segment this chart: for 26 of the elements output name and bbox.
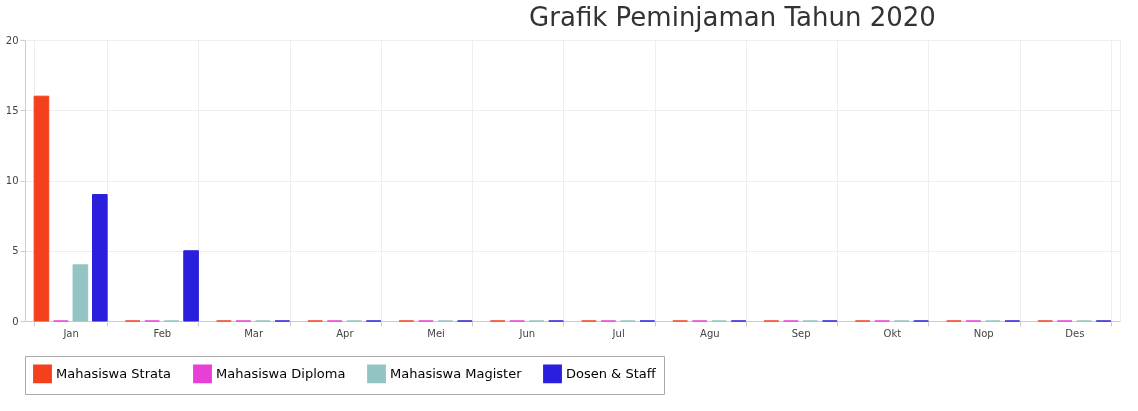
legend-label: Mahasiswa Diploma xyxy=(216,365,346,381)
x-tick-label: Sep xyxy=(791,327,811,339)
bar xyxy=(33,95,50,322)
x-tick-label: Des xyxy=(1065,327,1085,339)
chart-title: Grafik Peminjaman Tahun 2020 xyxy=(529,2,936,32)
y-tick-label: 5 xyxy=(12,245,19,257)
x-tick-label: Jul xyxy=(611,327,625,339)
x-tick-label: Mar xyxy=(244,327,264,339)
x-tick-label: Feb xyxy=(153,327,172,339)
y-tick-label: 15 xyxy=(5,104,19,116)
x-tick-label: Okt xyxy=(883,327,902,339)
legend-label: Mahasiswa Strata xyxy=(56,365,172,381)
x-tick-label: Apr xyxy=(336,327,355,339)
y-tick-label: 0 xyxy=(12,315,19,327)
y-tick-label: 20 xyxy=(5,34,19,46)
x-tick-label: Jun xyxy=(518,327,536,339)
x-tick-label: Agu xyxy=(700,327,720,339)
legend-label: Mahasiswa Magister xyxy=(390,365,523,381)
legend-label: Dosen & Staff xyxy=(566,365,657,381)
y-tick-label: 10 xyxy=(5,175,19,186)
bar xyxy=(72,264,89,322)
bar xyxy=(92,194,108,322)
x-tick-label: Jan xyxy=(62,327,79,339)
x-tick-label: Nop xyxy=(973,327,994,339)
x-tick-label: Mei xyxy=(427,327,445,339)
bar xyxy=(183,250,199,322)
